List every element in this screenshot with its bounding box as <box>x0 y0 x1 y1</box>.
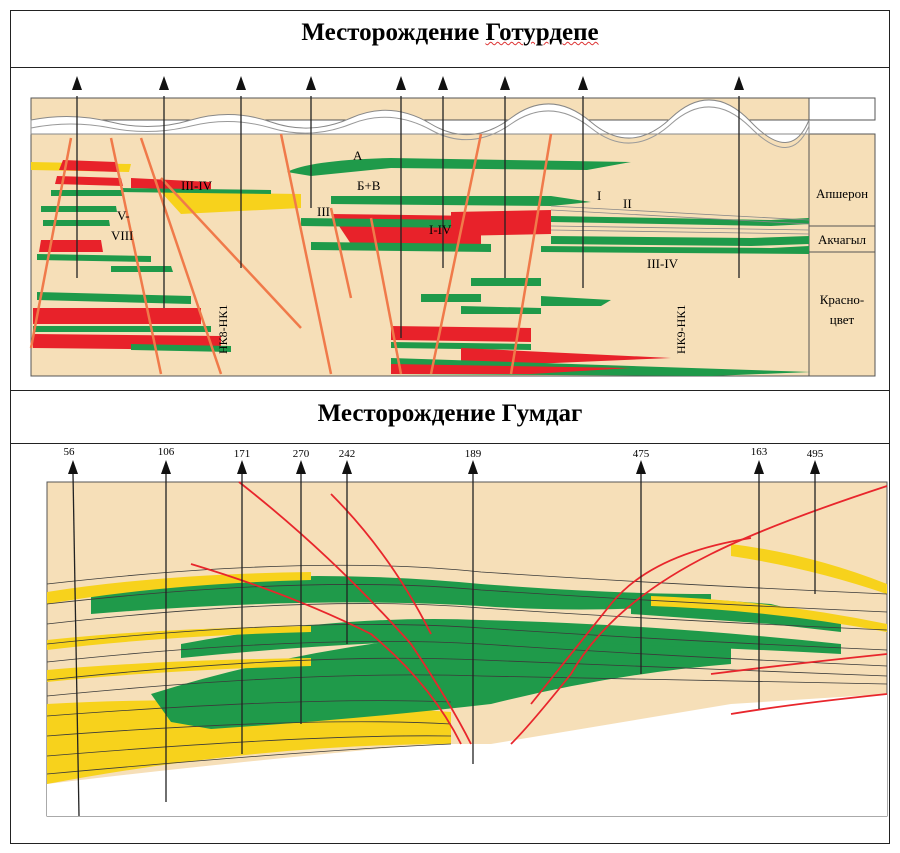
goturdepe-title-divider <box>11 67 889 68</box>
gumdag-green-mid <box>181 619 841 658</box>
strat-label-apsheron: Апшерон <box>816 186 868 201</box>
well-number-270: 270 <box>293 448 310 460</box>
strat-label-akchagyl: Акчагыл <box>818 232 867 247</box>
layer-thin-I <box>551 216 809 226</box>
zone-label-III-IV-right: III-IV <box>647 256 679 271</box>
gumdag-yellow-left-low <box>47 658 311 682</box>
goturdepe-panel: Месторождение Готурдепе <box>10 10 890 392</box>
gumdag-green-upper <box>91 576 711 614</box>
layer-green-low-2 <box>421 294 481 302</box>
layer-green-left-1 <box>51 190 123 196</box>
zone-label-I-IV: I-IV <box>429 222 452 237</box>
strat-label-krasno: Красно- <box>820 292 865 307</box>
gumdag-section: 56 106 171 270 242 189 475 163 495 <box>46 446 888 817</box>
layer-green-low-1 <box>471 278 541 286</box>
zone-label-III: III <box>317 204 330 219</box>
goturdepe-well-heads <box>72 76 744 90</box>
gumdag-wells <box>72 473 816 817</box>
layer-red-center-1 <box>131 178 211 190</box>
layer-red-left-2 <box>55 176 123 186</box>
zone-label-BV: Б+В <box>357 178 381 193</box>
well-number-106: 106 <box>158 446 175 458</box>
zone-label-II: II <box>623 196 632 211</box>
strat-label-tsvet: цвет <box>830 312 855 327</box>
well-number-475: 475 <box>633 448 650 460</box>
fault-label-nk9: НК9-НК1 <box>674 305 688 354</box>
layer-green-left-5 <box>111 266 173 272</box>
zone-label-III-IV-left: III-IV <box>181 178 213 193</box>
gumdag-yellow-right-top <box>731 544 887 594</box>
gumdag-title: Месторождение Гумдаг <box>317 400 583 427</box>
gumdag-yellow-right-mid <box>651 596 887 632</box>
layer-thin-lines <box>550 205 810 235</box>
goturdepe-title-word1: Месторождение <box>301 19 486 46</box>
layer-yellow-center <box>161 192 301 214</box>
layer-green-center-2 <box>301 218 471 228</box>
well-number-171: 171 <box>234 448 251 460</box>
layer-green-left-7 <box>33 326 211 332</box>
well-number-189: 189 <box>465 448 482 460</box>
zone-label-I: I <box>597 188 601 203</box>
layer-green-center-3 <box>481 196 551 204</box>
layer-red-low-1 <box>391 326 531 342</box>
layer-red-left-4 <box>33 308 201 324</box>
gumdag-green-main <box>151 631 731 729</box>
well-number-495: 495 <box>807 448 824 460</box>
layer-green-left-6 <box>37 292 191 304</box>
goturdepe-faults <box>29 133 553 375</box>
gumdag-well-numbers: 56 106 171 270 242 189 475 163 495 <box>64 446 824 460</box>
well-number-56: 56 <box>64 446 76 458</box>
gumdag-faults <box>190 481 888 745</box>
goturdepe-section: Апшерон Акчагыл Красно- цвет А Б+В III-I… <box>29 76 876 377</box>
erosion-wave <box>30 106 810 148</box>
zone-label-VIII: VIII <box>111 228 133 243</box>
layer-red-center-3 <box>451 210 551 236</box>
layer-green-low-3 <box>541 296 611 306</box>
layer-thin-II <box>551 236 809 246</box>
zone-label-V: V- <box>117 208 130 223</box>
gumdag-yellow-base <box>47 700 451 784</box>
layer-green-left-4 <box>37 254 151 262</box>
gumdag-title-divider <box>11 443 889 444</box>
strat-column <box>808 97 876 121</box>
erosion-band <box>30 99 810 143</box>
well-number-242: 242 <box>339 448 356 460</box>
goturdepe-wells <box>76 96 740 338</box>
zone-label-A: А <box>353 148 363 163</box>
gumdag-yellow-left-top <box>47 572 311 604</box>
goturdepe-title: Месторождение Готурдепе <box>11 19 889 47</box>
layer-green-right-1 <box>541 246 809 254</box>
gumdag-panel: Месторождение Гумдаг <box>10 390 890 844</box>
gumdag-yellow-left-mid <box>47 626 311 650</box>
well-number-163: 163 <box>751 446 768 458</box>
gumdag-lower-white <box>47 694 887 816</box>
layer-red-left-1 <box>59 160 119 172</box>
layer-green-left-2 <box>41 206 117 212</box>
fault-label-nk8: НК8-НК1 <box>216 305 230 354</box>
goturdepe-title-word2: Готурдепе <box>485 19 599 46</box>
strat-column-body <box>808 133 876 377</box>
layer-green-low-5 <box>391 342 531 350</box>
layer-red-left-3 <box>39 240 103 252</box>
gumdag-well-heads <box>68 460 820 474</box>
gumdag-bedding-lines <box>46 564 888 775</box>
